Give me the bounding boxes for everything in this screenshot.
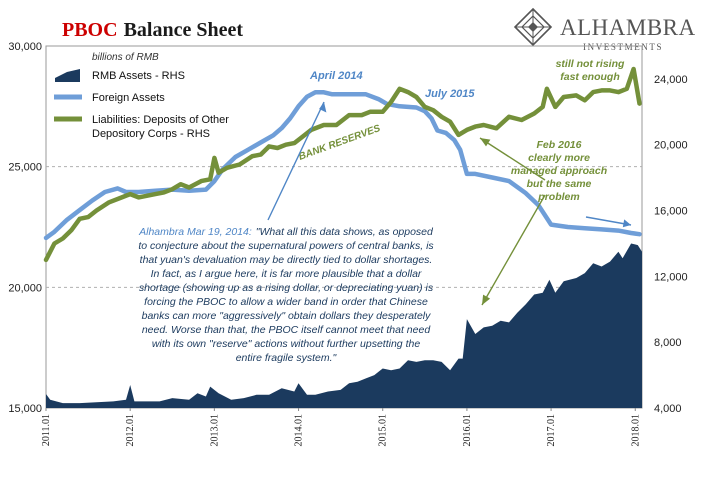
left-axis-tick-label: 25,000 (8, 162, 42, 174)
quote-line-7: banks can more "aggressively" obtain dol… (142, 310, 432, 322)
x-axis-tick-label: 2013.01 (209, 414, 220, 447)
x-axis-tick-label: 2014.01 (294, 414, 305, 447)
arrow-green-feb2016-up (479, 137, 546, 181)
arrow-green-feb2016-up-head (480, 138, 491, 147)
quote-line-2: to conjecture about the supernatural pow… (138, 240, 434, 252)
series-area-rmb-assets (46, 243, 642, 408)
arrow-green-feb2016-down-head (482, 294, 491, 305)
legend-swatch-area (55, 69, 80, 82)
arrow-green-feb2016-down (481, 194, 546, 306)
legend-label-liabilities-1: Liabilities: Deposits of Other (92, 114, 229, 126)
legend-label-rmb-assets: RMB Assets - RHS (92, 70, 185, 82)
series-line-liabilities (43, 66, 642, 263)
annotation-still-not-rising-2: fast enough (560, 71, 620, 83)
arrow-april-2014 (267, 101, 325, 221)
left-axis-tick-label: 20,000 (8, 282, 42, 294)
units-note: billions of RMB (92, 52, 159, 63)
legend-item-rmb-assets: RMB Assets - RHS (55, 69, 185, 82)
quote-line-8: need. Worse than that, the PBOC itself c… (142, 324, 431, 336)
axis-labels: 30,000 25,000 20,000 15,000 24,000 20,000 16,0… (8, 41, 687, 447)
annotation-still-not-rising-1: still not rising (556, 58, 625, 70)
x-axis-tick-label: 2016.01 (462, 414, 473, 447)
annotation-july-2015: July 2015 (425, 88, 475, 100)
x-axis-tick-label: 2015.01 (378, 414, 389, 447)
quote-author: Alhambra Mar 19, 2014: (138, 226, 252, 238)
quote-line-4: In fact, as I argue here, it is far more… (151, 268, 422, 280)
legend-label-foreign-assets: Foreign Assets (92, 92, 165, 104)
quote-line-5: shortage (showing up as a rising dollar,… (139, 282, 434, 294)
x-axis-tick-label: 2012.01 (125, 414, 136, 447)
quote-line-9: with its own "reserve" actions without f… (152, 338, 420, 350)
x-axis-tick-label: 2017.01 (546, 414, 557, 447)
left-axis-tick-label: 15,000 (8, 403, 42, 415)
legend-item-liabilities: Liabilities: Deposits of Other Depositor… (54, 114, 229, 140)
quote-line-1: Alhambra Mar 19, 2014: "What all this dat… (138, 226, 434, 238)
quote-line-3: that yuan's devaluation may be directly … (140, 254, 433, 266)
quote-line-10: entire fragile system." (236, 352, 338, 364)
legend-label-liabilities-2: Depository Corps - RHS (92, 128, 210, 140)
right-axis-tick-label: 16,000 (654, 206, 688, 218)
x-axis-tick-label: 2011.01 (41, 414, 52, 446)
annotation-april-2014: April 2014 (309, 70, 363, 82)
arrow-foreign-assets-end-head (622, 219, 631, 228)
quote-block: Alhambra Mar 19, 2014: "What all this dat… (138, 226, 434, 364)
brand-sub: INVESTMENTS (583, 42, 663, 52)
brand-name: ALHAMBRA (560, 15, 696, 40)
series-line-foreign-assets (43, 90, 642, 241)
chart-title-rest: Balance Sheet (124, 19, 244, 41)
annotation-arrows (267, 101, 632, 306)
legend: RMB Assets - RHS Foreign Assets Liabilit… (54, 69, 229, 140)
right-axis-tick-label: 24,000 (654, 74, 688, 86)
left-axis-tick-label: 30,000 (8, 41, 42, 53)
arrow-april-2014-head (319, 102, 327, 113)
chart-title-accent: PBOC (62, 19, 118, 41)
annotation-feb2016-1: Feb 2016 (537, 139, 582, 151)
right-axis-tick-label: 8,000 (654, 337, 682, 349)
legend-item-foreign-assets: Foreign Assets (54, 92, 165, 104)
alhambra-logo-icon (513, 7, 553, 47)
quote-line-6: forcing the PBOC to allow a wider band i… (144, 296, 428, 308)
right-axis-tick-label: 12,000 (654, 271, 688, 283)
line-layer (43, 66, 642, 263)
right-axis-tick-label: 4,000 (654, 403, 682, 415)
annotation-feb2016-2: clearly more (528, 152, 590, 164)
chart-title: PBOC Balance Sheet (62, 19, 243, 41)
right-axis-tick-label: 20,000 (654, 140, 688, 152)
area-layer (46, 243, 642, 408)
annotation-feb2016-4: but the same (527, 178, 592, 190)
x-axis-tick-label: 2018.01 (630, 414, 641, 447)
quote-line-1-text: "What all this data shows, as opposed (256, 226, 434, 238)
annotation-feb2016-5: problem (537, 191, 579, 203)
